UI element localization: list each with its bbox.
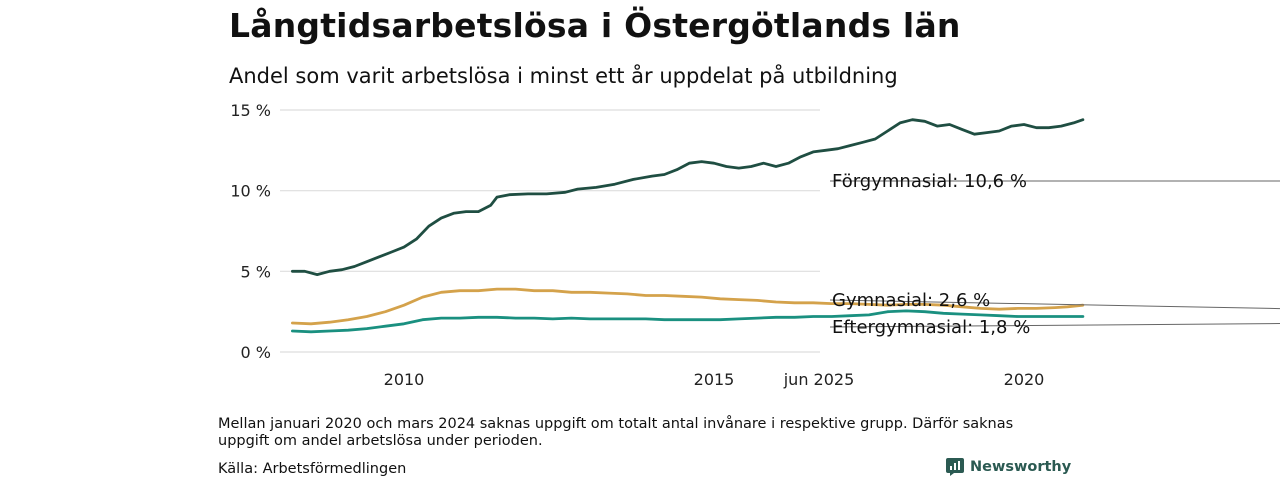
brand-name: Newsworthy <box>970 459 1072 475</box>
line-chart: 0 % 5 % 10 % 15 % 2010 2015 2020 jun 2025 Förgym… <box>230 101 1280 389</box>
y-tick-label: 15 % <box>230 101 271 120</box>
newsworthy-logo-icon <box>946 458 964 476</box>
y-tick-label: 0 % <box>241 343 271 362</box>
series-layer <box>291 118 1085 334</box>
page-title: Långtidsarbetslösa i Östergötlands län <box>229 6 961 45</box>
grid-layer <box>280 109 820 353</box>
x-tick-label: 2015 <box>694 370 735 389</box>
brand-logo[interactable]: Newsworthy <box>946 458 1071 476</box>
x-tick-label-latest: jun 2025 <box>783 370 855 389</box>
end-label-connector <box>829 323 1280 328</box>
footnote: Mellan januari 2020 och mars 2024 saknas… <box>218 416 1014 449</box>
end-label-connector <box>829 299 1280 310</box>
source-note: Källa: Arbetsförmedlingen <box>218 461 407 477</box>
y-tick-label: 10 % <box>230 182 271 201</box>
label-layer: 0 % 5 % 10 % 15 % 2010 2015 2020 jun 2025 Förgym… <box>230 101 1280 389</box>
x-tick-label: 2020 <box>1004 370 1045 389</box>
series-end-label-forgymnasial: Förgymnasial: 10,6 % <box>832 171 1027 192</box>
x-tick-label: 2010 <box>384 370 425 389</box>
y-tick-label: 5 % <box>241 262 271 281</box>
series-line-gymnasial <box>291 287 1085 326</box>
series-line-forgymnasial <box>291 118 1085 276</box>
series-line-eftergymnasial <box>291 309 1085 334</box>
page-subtitle: Andel som varit arbetslösa i minst ett å… <box>229 64 898 88</box>
series-end-label-eftergymnasial: Eftergymnasial: 1,8 % <box>832 317 1030 338</box>
series-end-label-gymnasial: Gymnasial: 2,6 % <box>832 290 990 311</box>
